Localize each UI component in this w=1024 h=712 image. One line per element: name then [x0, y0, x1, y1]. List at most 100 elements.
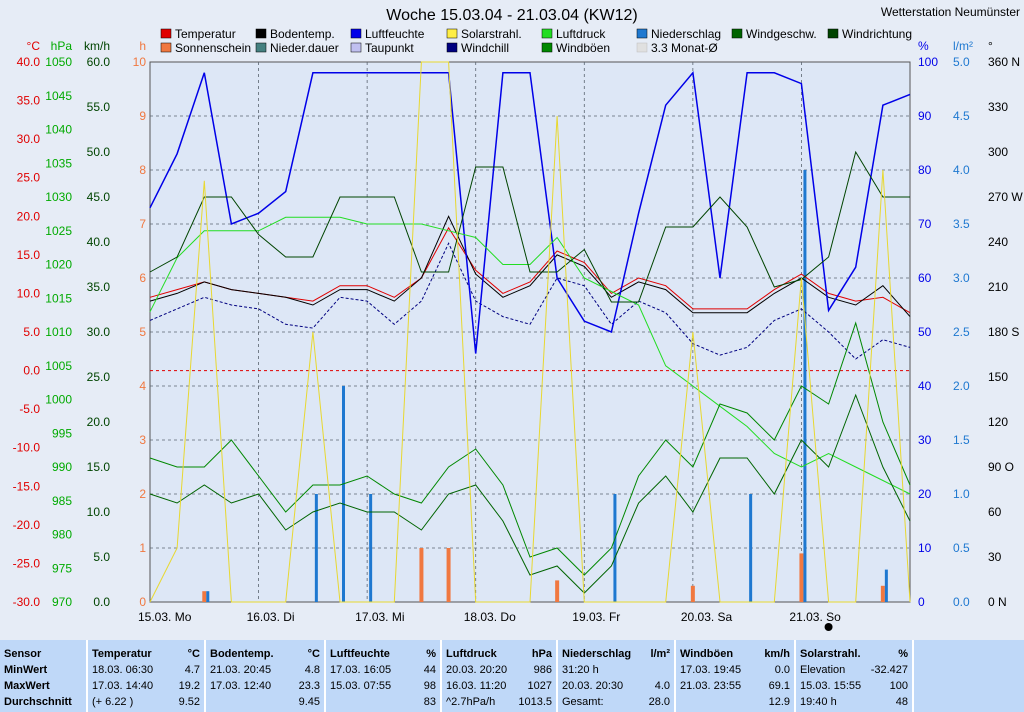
- day-label: 18.03. Do: [464, 610, 516, 624]
- stats-column: Luftdruck hPa 20.03. 20:20 986 16.03. 11:20 1…: [442, 640, 558, 712]
- stats-column: Windböen km/h 17.03. 19:45 0.0 21.03. 23:55 6…: [676, 640, 796, 712]
- series-line-luftfeuchte: [149, 71, 911, 354]
- axis-tick-label: 50: [918, 325, 932, 339]
- stats-row: Solarstrahl.%: [800, 646, 908, 662]
- stats-row: 17.03. 12:40 23.3: [210, 678, 320, 694]
- legend-swatch: [541, 28, 553, 39]
- axis-tick-label: 25.0: [17, 171, 41, 185]
- stats-cell-label: MaxWert: [4, 680, 50, 692]
- stats-cell-value: 28.0: [648, 696, 670, 708]
- stats-cell-value: 98: [423, 680, 436, 692]
- stats-cell-value: 4.7: [184, 664, 200, 676]
- legend-swatch: [636, 42, 648, 53]
- axis-tick-label: 30: [918, 433, 932, 447]
- stats-row: Temperatur °C: [92, 646, 200, 662]
- stats-cell-label: 17.03. 12:40: [210, 680, 272, 692]
- stats-cell-value: 69.1: [768, 680, 790, 692]
- axis-tick-label: 80: [918, 163, 932, 177]
- axis-tick-label: 1045: [45, 89, 72, 103]
- stats-cell-value: °C: [187, 648, 200, 660]
- rain-bar: [613, 494, 617, 602]
- axis-tick-label: 0.0: [93, 595, 110, 609]
- axis-tick-label: 6: [139, 271, 146, 285]
- axis-tick-label: 330: [988, 100, 1008, 114]
- axis-tick-label: 60: [988, 505, 1002, 519]
- station-name: Wetterstation Neumünster: [881, 5, 1020, 19]
- stats-cell-label: Sensor: [4, 648, 42, 660]
- stats-cell-value: 986: [533, 664, 552, 676]
- axis-tick-label: 2.5: [953, 325, 970, 339]
- axis-tick-label: 8: [139, 163, 146, 177]
- series-line-bodentemp: [149, 215, 911, 317]
- legend-swatch: [541, 42, 553, 53]
- series-line-windgeschw: [149, 393, 911, 594]
- stats-cell-label: 20.03. 20:20: [446, 664, 508, 676]
- stats-row: 21.03. 20:45 4.8: [210, 662, 320, 678]
- axis-tick-label: 970: [52, 595, 72, 609]
- axis-tick-label: 5.0: [953, 55, 970, 69]
- stats-cell-label: Gesamt:: [562, 696, 604, 708]
- sunshine-bar: [202, 591, 207, 602]
- axis-tick-label: 20.0: [87, 415, 111, 429]
- axis-tick-label: -30.0: [13, 595, 41, 609]
- axis-tick-label: 20.0: [17, 209, 41, 223]
- sunshine-bar: [799, 553, 804, 602]
- sunshine-bar: [419, 548, 424, 602]
- bar-series: [202, 170, 888, 602]
- stats-cell-label: 19:40 h: [800, 696, 837, 708]
- day-label: 17.03. Mi: [355, 610, 404, 624]
- stats-row: MaxWert: [4, 678, 82, 694]
- legend-swatch: [350, 42, 362, 53]
- stats-row: 9.45: [210, 694, 320, 710]
- stats-cell-label: 16.03. 11:20: [446, 680, 507, 692]
- legend-swatch: [731, 28, 743, 39]
- stats-row: Bodentemp. °C: [210, 646, 320, 662]
- axis-tick-label: 2.0: [953, 379, 970, 393]
- stats-row: 12.9: [680, 694, 790, 710]
- axis-tick-label: 0.0: [953, 595, 970, 609]
- axis-tick-label: 3.0: [953, 271, 970, 285]
- axis-tick-label: 15.0: [87, 460, 111, 474]
- legend-swatch: [255, 42, 267, 53]
- sunshine-bar: [446, 548, 451, 602]
- axis-tick-label: 4.5: [953, 109, 970, 123]
- axis-tick-label: 10: [918, 541, 932, 555]
- stats-row: 21.03. 23:55 69.1: [680, 678, 790, 694]
- axis-tick-label: 55.0: [87, 100, 111, 114]
- stats-cell-label: 31:20 h: [562, 664, 599, 676]
- stats-cell-value: l/m²: [650, 648, 670, 660]
- stats-cell-value: 4.0: [654, 680, 670, 692]
- axis-tick-label: 30.0: [17, 132, 41, 146]
- legend-label: Windrichtung: [842, 27, 912, 41]
- statistics-table: Sensor MinWert MaxWert Durchschnitt Temperat…: [0, 640, 1024, 712]
- stats-row: 16.03. 11:20 1027: [446, 678, 552, 694]
- stats-cell-label: 15.03. 15:55: [800, 680, 862, 692]
- stats-cell-label: 21.03. 23:55: [680, 680, 742, 692]
- stats-cell-label: 17.03. 16:05: [330, 664, 392, 676]
- stats-cell-value: 83: [423, 696, 436, 708]
- stats-cell-label: ^2.7hPa/h: [446, 696, 496, 708]
- axis-tick-label: 1035: [45, 156, 72, 170]
- stats-cell-label: 17.03. 14:40: [92, 680, 154, 692]
- legend-swatch: [255, 28, 267, 39]
- stats-row: Niederschlag l/m²: [562, 646, 670, 662]
- stats-row: Gesamt: 28.0: [562, 694, 670, 710]
- axis-tick-label: 150: [988, 370, 1008, 384]
- axis-tick-label: 40: [918, 379, 932, 393]
- axis-unit-label: %: [918, 39, 929, 53]
- legend-swatch: [636, 28, 648, 39]
- axis-tick-label: 60.0: [87, 55, 111, 69]
- axis-tick-label: 50.0: [87, 145, 111, 159]
- stats-cell-value: °C: [307, 648, 320, 660]
- axis-tick-label: 35.0: [17, 94, 41, 108]
- rain-bar: [314, 494, 318, 602]
- axis-tick-label: 120: [988, 415, 1008, 429]
- axis-tick-label: 0.5: [953, 541, 970, 555]
- axis-tick-label: -10.0: [13, 441, 41, 455]
- legend-label: Luftfeuchte: [365, 27, 425, 41]
- axis-tick-label: 975: [52, 561, 72, 575]
- stats-row: ^2.7hPa/h 1013.5: [446, 694, 552, 710]
- axis-tick-label: 30.0: [87, 325, 111, 339]
- weather-chart: Woche 15.03.04 - 21.03.04 (KW12) Wetters…: [12, 5, 1024, 631]
- axis-tick-label: 40.0: [17, 55, 41, 69]
